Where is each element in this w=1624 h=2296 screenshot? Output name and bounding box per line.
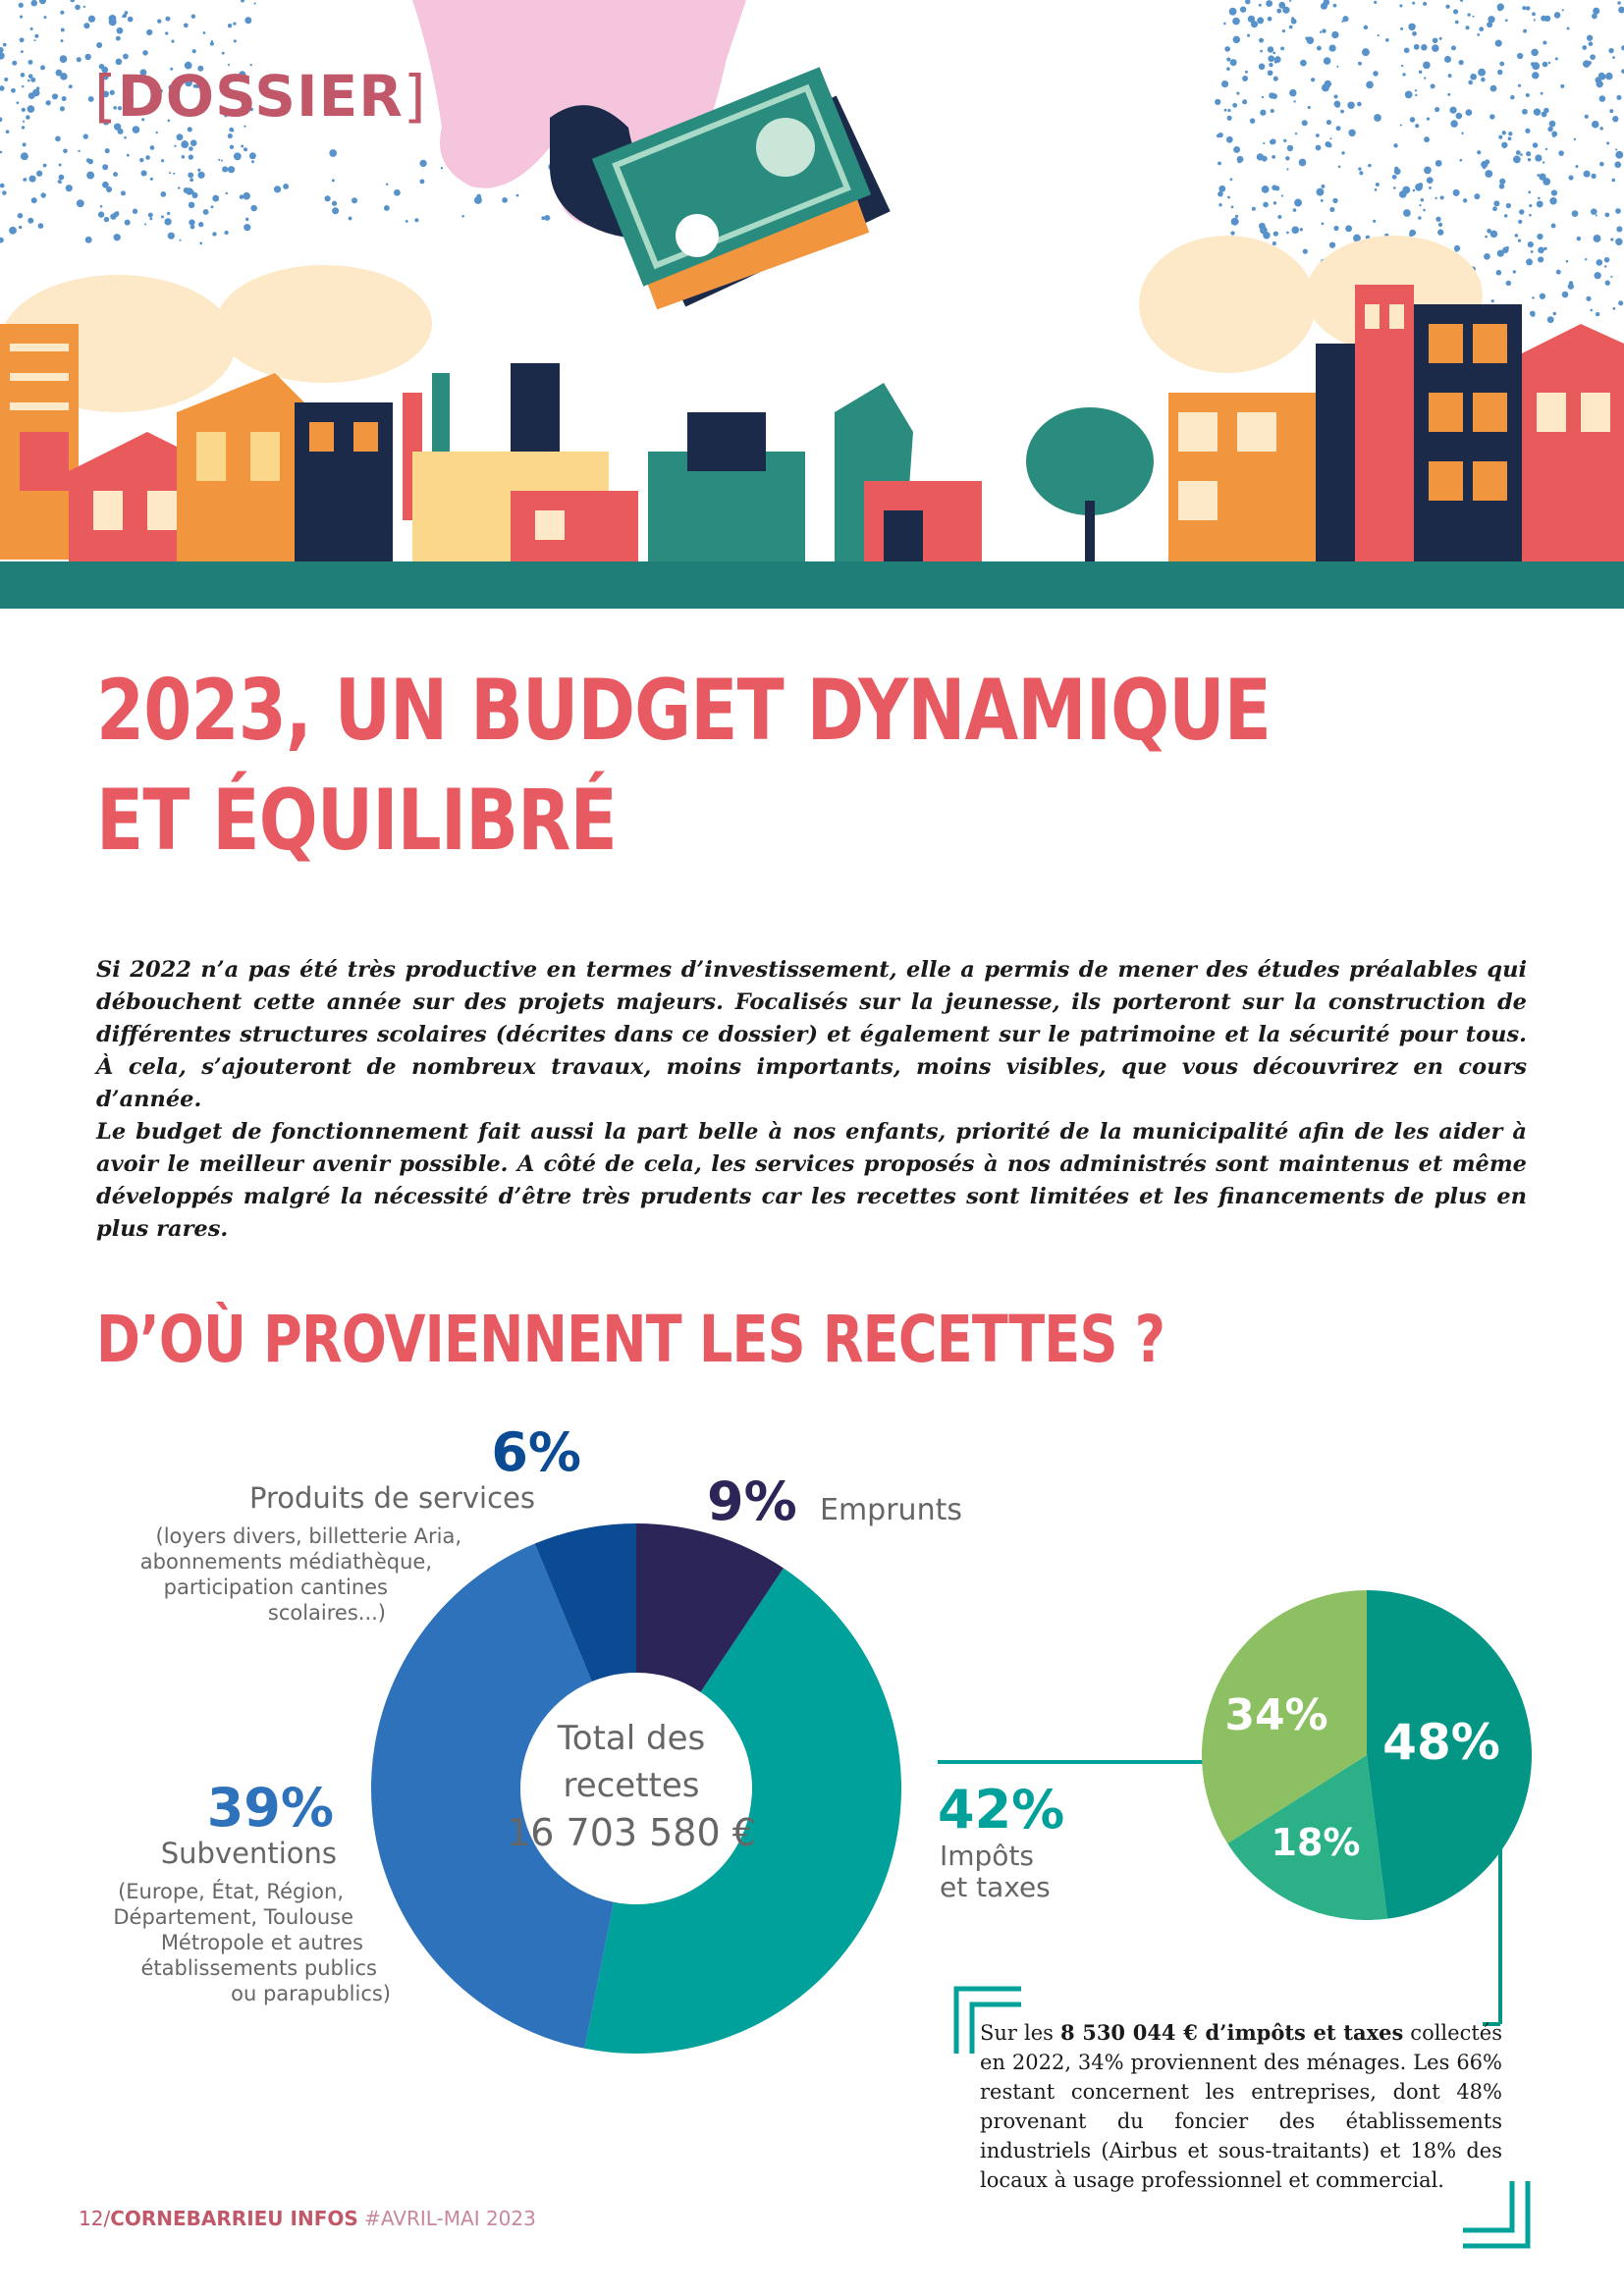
donut-slice-3 — [370, 1543, 614, 2049]
label-subventions: Subventions — [161, 1837, 337, 1870]
pie-label-34: 34% — [1224, 1690, 1327, 1740]
infobox-text-post: collectés en 2022, 34% proviennent des m… — [980, 2021, 1502, 2192]
label-emprunts: Emprunts — [820, 1493, 962, 1527]
label-impots-line-1: Impôts — [940, 1840, 1034, 1872]
city-buildings — [0, 285, 1624, 569]
donut-slice-2 — [584, 1568, 901, 2054]
detail-subventions-3: Métropole et autres — [161, 1931, 363, 1954]
pie-label-48: 48% — [1382, 1714, 1500, 1771]
donut-chart — [370, 1523, 901, 2054]
pct-emprunts: 9% — [707, 1470, 797, 1532]
donut-slice-1 — [636, 1523, 785, 1692]
revenue-charts: Total des recettes 16 703 580 € 6% Produ… — [113, 1421, 1533, 2054]
donut-total: 16 703 580 € — [507, 1811, 756, 1854]
donut-center-line-2: recettes — [563, 1766, 699, 1805]
detail-subventions-5: ou parapublics) — [231, 1982, 391, 2005]
ground-band — [0, 561, 1624, 609]
pct-produits-services: 6% — [491, 1421, 581, 1483]
label-produits-services: Produits de services — [249, 1481, 535, 1515]
donut-center-line-1: Total des — [557, 1719, 705, 1758]
page-footer: 12/CORNEBARRIEU INFOS #AVRIL-MAI 2023 — [79, 2207, 536, 2230]
infobox-text-bold: 8 530 044 € d’impôts et taxes — [1059, 2020, 1404, 2045]
pie-label-18: 18% — [1272, 1821, 1361, 1864]
pie-slice-2 — [1227, 1755, 1388, 1920]
section-title: D’OÙ PROVIENNENT LES RECETTES ? — [96, 1302, 1165, 1377]
detail-subventions-4: établissements publics — [141, 1956, 378, 1980]
hero-illustration — [0, 0, 1624, 609]
page-title: 2023, UN BUDGET DYNAMIQUE ET ÉQUILIBRÉ — [96, 656, 1272, 876]
pie-slice-3 — [1202, 1590, 1367, 1844]
detail-subventions-2: Département, Toulouse — [113, 1905, 353, 1929]
footer-brand: CORNEBARRIEU INFOS — [110, 2207, 358, 2230]
section-tag: [DOSSIER] — [94, 63, 427, 130]
detail-produits-services-4: scolaires...) — [268, 1601, 386, 1625]
detail-produits-services-1: (loyers divers, billetterie Aria, — [156, 1524, 462, 1548]
footer-issue: #AVRIL-MAI 2023 — [357, 2207, 536, 2230]
donut-slice-4 — [534, 1523, 636, 1682]
label-impots-line-2: et taxes — [940, 1871, 1051, 1903]
pct-impots-taxes: 42% — [938, 1779, 1064, 1841]
detail-subventions-1: (Europe, État, Région, — [118, 1879, 344, 1903]
infobox-frame — [953, 1986, 1531, 2249]
money-bills — [591, 67, 891, 310]
detail-produits-services-3: participation cantines — [164, 1575, 388, 1599]
pie-chart — [1202, 1590, 1533, 1920]
pct-subventions: 39% — [207, 1777, 334, 1839]
footer-separator: / — [103, 2207, 111, 2230]
page-title-line-2: ET ÉQUILIBRÉ — [96, 772, 618, 870]
infobox-text-pre: Sur les — [980, 2021, 1060, 2045]
page-number: 12 — [79, 2207, 104, 2230]
infobox-text: Sur les 8 530 044 € d’impôts et taxes co… — [980, 2018, 1502, 2195]
detail-produits-services-2: abonnements médiathèque, — [140, 1550, 432, 1574]
page-title-line-1: 2023, UN BUDGET DYNAMIQUE — [96, 662, 1272, 760]
pie-slice-1 — [1367, 1590, 1533, 1919]
intro-text: Si 2022 n’a pas été très productive en t… — [96, 954, 1527, 1246]
intro-paragraph-2: Le budget de fonctionnement fait aussi l… — [96, 1119, 1527, 1242]
intro-paragraph-1: Si 2022 n’a pas été très productive en t… — [96, 957, 1527, 1112]
